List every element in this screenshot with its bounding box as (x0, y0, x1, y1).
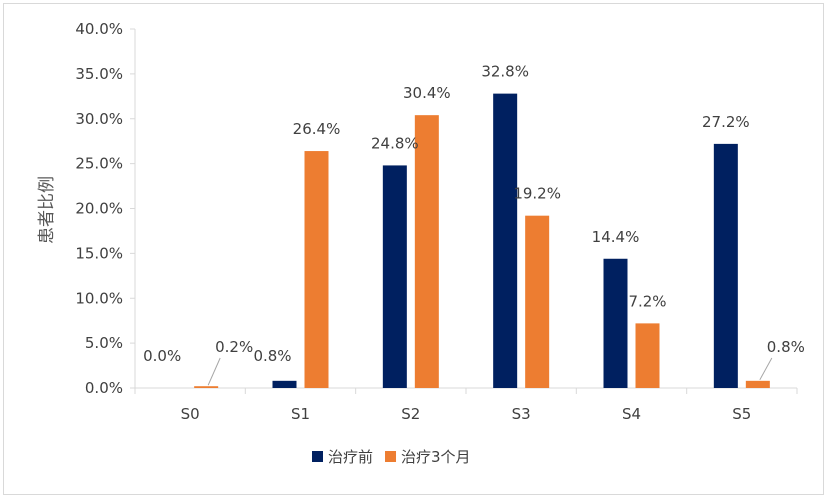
chart-frame (3, 3, 824, 495)
data-labels: 0.0% 0.8% 24.8% 32.8% 14.4% 27.2% 0.2% 26.4% 30.… (143, 63, 805, 386)
x-tick-label: S3 (512, 405, 531, 423)
x-axis: S0 S1 S2 S3 S4 S5 (134, 387, 798, 423)
data-label: 0.8% (253, 347, 291, 365)
y-axis: 0.0% 5.0% 10.0% 15.0% 20.0% 25.0% 30.0% 35.0% 40… (75, 20, 136, 397)
legend-label: 治疗前 (328, 448, 373, 466)
bar-after-S3 (525, 215, 550, 388)
data-label: 0.8% (767, 338, 805, 356)
leader-line (759, 357, 773, 381)
y-tick-label: 40.0% (75, 20, 123, 38)
data-label: 0.0% (143, 347, 181, 365)
data-label: 14.4% (592, 228, 640, 246)
y-tick-label: 0.0% (85, 379, 123, 397)
x-tick-label: S0 (181, 405, 200, 423)
x-tick-label: S4 (622, 405, 641, 423)
y-tick-label: 10.0% (75, 289, 123, 307)
leader-line (207, 357, 221, 386)
data-label: 30.4% (403, 84, 451, 102)
bar-after-S0 (194, 386, 219, 388)
y-tick-label: 30.0% (75, 110, 123, 128)
data-label: 27.2% (702, 113, 750, 131)
y-tick-label: 5.0% (85, 334, 123, 352)
legend-label: 治疗3个月 (401, 448, 471, 466)
x-tick-label: S1 (291, 405, 310, 423)
bar-after-S5 (745, 380, 770, 388)
x-tick-label: S5 (732, 405, 751, 423)
x-tick-label: S2 (401, 405, 420, 423)
y-tick-label: 25.0% (75, 155, 123, 173)
legend-swatch (385, 451, 397, 462)
data-label: 19.2% (513, 185, 561, 203)
legend: 治疗前 治疗3个月 (312, 448, 471, 466)
bar-before-S5 (713, 143, 738, 388)
data-label: 26.4% (293, 120, 341, 138)
bar-before-S3 (493, 93, 518, 389)
data-label: 0.2% (215, 338, 253, 356)
bars (194, 93, 770, 389)
bar-before-S4 (603, 258, 628, 388)
y-axis-title: 患者比例 (37, 176, 57, 244)
legend-swatch (312, 451, 323, 462)
y-tick-label: 35.0% (75, 65, 123, 83)
data-label: 32.8% (481, 63, 529, 81)
bar-after-S2 (414, 115, 439, 388)
data-label: 24.8% (371, 134, 419, 152)
bar-before-S2 (382, 165, 407, 388)
data-label: 7.2% (628, 292, 666, 310)
bar-after-S4 (635, 323, 660, 388)
y-tick-label: 20.0% (75, 200, 123, 218)
bar-before-S1 (272, 380, 297, 388)
y-tick-label: 15.0% (75, 244, 123, 262)
bar-after-S1 (304, 151, 329, 388)
